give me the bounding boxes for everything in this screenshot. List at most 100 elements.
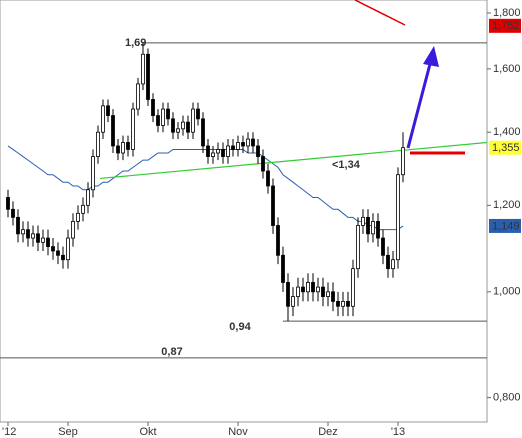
- candle-body: [286, 282, 290, 307]
- candle-body: [336, 301, 340, 307]
- candle-body: [16, 216, 20, 235]
- level-label: 1,69: [125, 37, 146, 49]
- y-tick-label: 1,800: [493, 7, 521, 19]
- x-tick-label: Okt: [139, 426, 156, 438]
- candle-body: [121, 142, 125, 154]
- candle-body: [266, 170, 270, 187]
- candle-body: [76, 212, 80, 222]
- x-tick-label: Dez: [318, 426, 338, 438]
- price-label: 1,355: [492, 142, 520, 154]
- candle-body: [291, 296, 295, 307]
- candle-body: [136, 83, 140, 110]
- candle-body: [261, 156, 265, 172]
- candle-body: [126, 142, 130, 150]
- candle-body: [236, 142, 240, 150]
- candle-body: [111, 115, 115, 147]
- candle-body: [26, 229, 30, 239]
- candle-body: [206, 145, 210, 157]
- candle-body: [341, 301, 345, 307]
- candle-body: [31, 233, 35, 239]
- candle-body: [311, 282, 315, 293]
- candle-body: [166, 108, 170, 120]
- candle-body: [301, 286, 305, 293]
- y-tick-label: 1,600: [493, 63, 521, 75]
- x-tick-label: Nov: [228, 426, 248, 438]
- candle-body: [106, 105, 110, 116]
- candle-body: [276, 225, 280, 256]
- candle-body: [316, 286, 320, 293]
- candle-body: [391, 259, 395, 270]
- candle-body: [296, 286, 300, 297]
- candle-body: [376, 221, 380, 239]
- x-tick-label: '12: [2, 426, 16, 438]
- candle-body: [181, 121, 185, 130]
- trendline: [99, 141, 488, 180]
- price-label: 1,752: [492, 20, 520, 32]
- moving-average-line: [7, 145, 404, 231]
- target-label: <1,34: [332, 159, 361, 171]
- candle-body: [231, 145, 235, 150]
- candle-body: [161, 108, 165, 126]
- candle-body: [116, 145, 120, 154]
- candle-body: [11, 208, 15, 218]
- candle-body: [356, 225, 360, 270]
- y-tick-label: 1,000: [493, 286, 521, 298]
- candle-body: [241, 142, 245, 147]
- candle-body: [46, 237, 50, 248]
- candle-body: [306, 282, 310, 293]
- candle-body: [216, 149, 220, 154]
- candle-body: [86, 189, 90, 206]
- candle-body: [371, 221, 375, 235]
- candle-body: [246, 138, 250, 147]
- y-tick-label: 1,400: [493, 126, 521, 138]
- candle-body: [351, 268, 355, 307]
- y-tick-label: 1,200: [493, 199, 521, 211]
- level-label: 0,87: [161, 346, 182, 358]
- price-label: 1,149: [492, 220, 520, 232]
- candle-body: [186, 121, 190, 133]
- candle-body: [156, 115, 160, 126]
- price-label-box: [489, 218, 521, 233]
- indicator-line: [354, 0, 406, 26]
- candle-body: [401, 147, 405, 176]
- candle-body: [396, 174, 400, 261]
- candle-body: [201, 118, 205, 147]
- candle-body: [66, 237, 70, 261]
- candle-body: [21, 229, 25, 235]
- candle-body: [151, 99, 155, 116]
- candle-body: [141, 53, 145, 85]
- arrow-head: [423, 46, 439, 67]
- candle-body: [51, 246, 55, 252]
- candle-body: [91, 156, 95, 191]
- plot-area: [0, 0, 488, 423]
- candle-body: [221, 149, 225, 157]
- level-label: 0,94: [229, 321, 251, 333]
- candle-body: [196, 108, 200, 120]
- x-tick-label: '13: [391, 426, 405, 438]
- candle-body: [381, 237, 385, 256]
- arrow-shaft: [406, 63, 432, 149]
- candle-body: [171, 118, 175, 133]
- candle-body: [56, 250, 60, 256]
- candle-body: [81, 204, 85, 214]
- candle-body: [41, 237, 45, 243]
- candle-body: [131, 108, 135, 150]
- candle-body: [211, 152, 215, 157]
- x-tick-label: Sep: [58, 426, 78, 438]
- candle-body: [281, 254, 285, 283]
- candle-body: [361, 216, 365, 226]
- candle-body: [251, 138, 255, 147]
- candle-body: [331, 291, 335, 302]
- candle-body: [366, 216, 370, 235]
- candle-body: [326, 291, 330, 297]
- price-label-box: [489, 18, 521, 33]
- y-tick-label: 0,800: [493, 392, 521, 404]
- candle-body: [61, 254, 65, 261]
- candle-body: [6, 197, 10, 210]
- candle-body: [71, 221, 75, 239]
- candle-body: [256, 145, 260, 157]
- candle-body: [271, 185, 275, 226]
- candle-body: [321, 286, 325, 297]
